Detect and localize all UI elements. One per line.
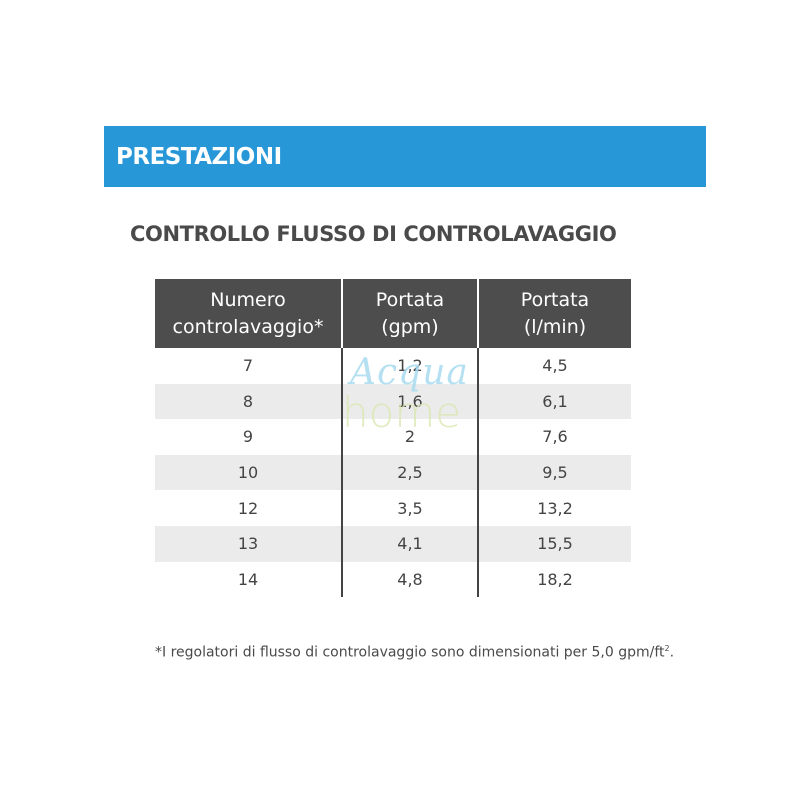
header-line: Portata	[520, 288, 590, 311]
footnote-suffix: .	[669, 644, 675, 661]
table-row: 8 1,6 6,1	[155, 383, 631, 420]
cell-backwash-number: 8	[155, 383, 342, 420]
cell-flow-gpm: 4,1	[341, 525, 478, 562]
footnote-text: *I regolatori di flusso di controlavaggi…	[155, 644, 665, 661]
cell-flow-gpm: 3,5	[341, 490, 478, 526]
header-line: (gpm)	[381, 315, 439, 338]
header-line: Portata	[375, 288, 445, 311]
section-banner: PRESTAZIONI	[104, 126, 706, 187]
cell-flow-lmin: 15,5	[477, 525, 631, 562]
cell-flow-lmin: 18,2	[477, 561, 631, 598]
table-title: CONTROLLO FLUSSO DI CONTROLAVAGGIO	[130, 222, 617, 246]
cell-backwash-number: 12	[237, 498, 259, 518]
flow-table: Numero controlavaggio* Portata (gpm) Por…	[155, 279, 631, 598]
cell-flow-lmin: 9,5	[477, 454, 631, 491]
header-line: (l/min)	[523, 315, 587, 338]
footnote-superscript: 2	[664, 644, 670, 653]
header-flow-lmin: Portata (l/min)	[477, 279, 631, 348]
footnote: *I regolatori di flusso di controlavaggi…	[155, 644, 674, 661]
table-row: 13 4,1 15,5	[155, 525, 631, 562]
cell-flow-gpm: 1,6	[341, 383, 478, 420]
table-row: 12 3,5 13,2	[155, 490, 631, 526]
cell-flow-lmin: 4,5	[477, 348, 631, 384]
header-flow-gpm: Portata (gpm)	[341, 279, 478, 348]
header-backwash-number: Numero controlavaggio*	[155, 279, 342, 348]
table-row: 14 4,8 18,2	[155, 561, 631, 598]
cell-flow-gpm: 2,5	[341, 454, 478, 491]
table-row: 10 2,5 9,5	[155, 454, 631, 491]
table-header-row: Numero controlavaggio* Portata (gpm) Por…	[155, 279, 631, 348]
banner-title: PRESTAZIONI	[116, 143, 282, 170]
cell-backwash-number: 13	[155, 525, 342, 562]
cell-backwash-number: 7	[242, 356, 254, 376]
table-row: 7 1,2 4,5	[155, 348, 631, 384]
cell-flow-gpm: 4,8	[341, 561, 478, 598]
cell-backwash-number: 14	[237, 569, 259, 589]
cell-flow-lmin: 6,1	[477, 383, 631, 420]
cell-flow-gpm: 2	[341, 419, 478, 455]
cell-flow-lmin: 13,2	[477, 490, 631, 526]
header-line: controlavaggio*	[172, 315, 324, 338]
cell-flow-gpm: 1,2	[341, 348, 478, 384]
cell-flow-lmin: 7,6	[477, 419, 631, 455]
table-row: 9 2 7,6	[155, 419, 631, 455]
cell-backwash-number: 9	[242, 427, 254, 447]
cell-backwash-number: 10	[155, 454, 342, 491]
header-line: Numero	[210, 288, 286, 311]
